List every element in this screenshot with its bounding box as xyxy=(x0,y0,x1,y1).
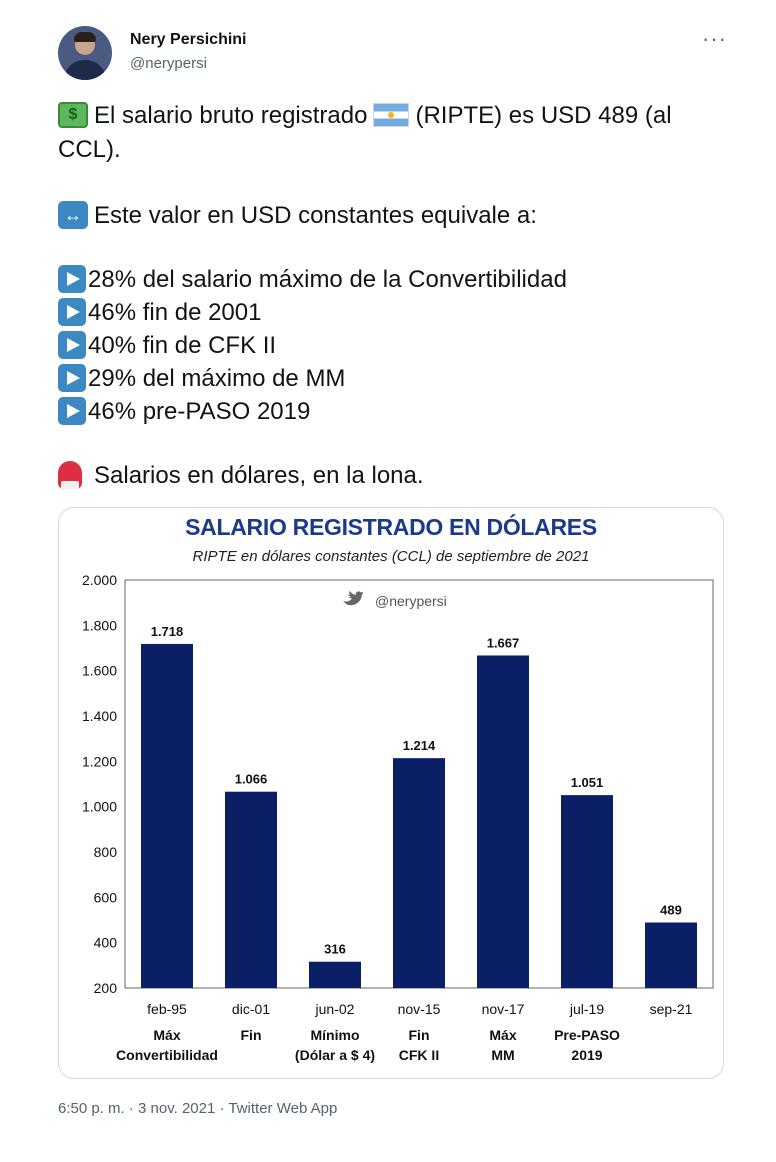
bullet-1: 28% del salario máximo de la Convertibil… xyxy=(58,264,567,296)
category-note: CFK II xyxy=(399,1047,439,1063)
y-tick-label: 1.200 xyxy=(82,753,117,769)
chart-title: SALARIO REGISTRADO EN DÓLARES xyxy=(185,514,597,540)
play-button-icon xyxy=(58,297,86,326)
category-note: Mínimo xyxy=(311,1027,360,1043)
bar xyxy=(225,791,277,988)
y-tick-label: 1.600 xyxy=(82,663,117,679)
y-tick-label: 2.000 xyxy=(82,572,117,588)
play-button-icon xyxy=(58,363,86,392)
x-tick-label: dic-01 xyxy=(232,1001,270,1017)
author-handle[interactable]: @nerypersi xyxy=(130,55,207,72)
bullet-5: 46% pre-PASO 2019 xyxy=(58,396,310,428)
data-label: 489 xyxy=(660,902,682,917)
play-button-icon xyxy=(58,330,86,359)
bullet-text: 46% fin de 2001 xyxy=(88,299,262,326)
category-note: (Dólar a $ 4) xyxy=(295,1047,375,1063)
tweet-closing: Salarios en dólares, en la lona. xyxy=(58,460,424,492)
watermark-text: @nerypersi xyxy=(375,593,447,609)
argentina-flag-icon xyxy=(373,102,410,127)
chart-image[interactable]: SALARIO REGISTRADO EN DÓLARES RIPTE en d… xyxy=(58,507,724,1079)
bar xyxy=(141,643,193,988)
bullet-text: 40% fin de CFK II xyxy=(88,332,277,359)
bullet-3: 40% fin de CFK II xyxy=(58,330,276,362)
x-tick-label: jul-19 xyxy=(569,1001,604,1017)
tweet-text-1b: (RIPTE) es USD 489 (al xyxy=(415,102,672,129)
more-options-icon[interactable]: ··· xyxy=(702,26,727,51)
bar xyxy=(645,922,697,988)
data-label: 1.214 xyxy=(403,738,436,753)
bullet-text: 29% del máximo de MM xyxy=(88,365,346,392)
boxing-glove-icon xyxy=(58,460,82,489)
bar xyxy=(477,655,529,988)
tweet-text-1a: El salario bruto registrado xyxy=(94,102,368,129)
category-note: Convertibilidad xyxy=(116,1047,218,1063)
play-button-icon xyxy=(58,396,86,425)
author-name[interactable]: Nery Persichini xyxy=(130,31,247,48)
category-note: Fin xyxy=(409,1027,430,1043)
data-label: 1.667 xyxy=(487,635,520,650)
y-tick-label: 1.000 xyxy=(82,799,117,815)
watermark: @nerypersi xyxy=(343,591,447,609)
bar xyxy=(561,795,613,988)
category-note: MM xyxy=(491,1047,514,1063)
tweet-line-2: CCL). xyxy=(58,136,121,163)
play-button-icon xyxy=(58,264,86,293)
bullet-text: 46% pre-PASO 2019 xyxy=(88,398,311,425)
y-tick-label: 1.400 xyxy=(82,708,117,724)
data-label: 1.066 xyxy=(235,772,268,787)
data-label: 316 xyxy=(324,942,346,957)
category-note: Máx xyxy=(489,1027,516,1043)
y-tick-label: 1.800 xyxy=(82,617,117,633)
bullet-text: 28% del salario máximo de la Convertibil… xyxy=(88,266,567,293)
data-label: 1.051 xyxy=(571,775,604,790)
category-note: Pre-PASO xyxy=(554,1027,620,1043)
x-tick-label: nov-15 xyxy=(398,1001,441,1017)
tweet-line-1: $ El salario bruto registrado (RIPTE) es U… xyxy=(58,100,672,132)
tweet-closing-text: Salarios en dólares, en la lona. xyxy=(94,462,424,489)
x-tick-label: sep-21 xyxy=(650,1001,693,1017)
left-right-arrow-icon: ↔ xyxy=(58,200,88,229)
category-note: 2019 xyxy=(571,1047,602,1063)
bar xyxy=(309,961,361,988)
bullet-4: 29% del máximo de MM xyxy=(58,363,345,395)
y-tick-label: 800 xyxy=(94,844,118,860)
x-tick-label: feb-95 xyxy=(147,1001,187,1017)
avatar[interactable] xyxy=(58,26,112,80)
bar xyxy=(393,758,445,988)
chart-subtitle: RIPTE en dólares constantes (CCL) de sep… xyxy=(192,548,590,565)
category-note: Fin xyxy=(241,1027,262,1043)
y-tick-label: 200 xyxy=(94,980,118,996)
x-tick-label: jun-02 xyxy=(315,1001,355,1017)
twitter-bird-icon xyxy=(343,591,364,606)
tweet-line-3: ↔ Este valor en USD constantes equivale a… xyxy=(58,200,537,232)
money-bill-icon: $ xyxy=(58,101,88,128)
y-tick-label: 600 xyxy=(94,889,118,905)
category-note: Máx xyxy=(153,1027,180,1043)
data-label: 1.718 xyxy=(151,624,184,639)
tweet-timestamp[interactable]: 6:50 p. m. · 3 nov. 2021 · Twitter Web A… xyxy=(58,1100,338,1117)
bar-chart: 200 400 600 800 1.000 1.200 1.400 1.600 1.800 2.0… xyxy=(82,572,714,1063)
y-tick-label: 400 xyxy=(94,935,118,951)
x-tick-label: nov-17 xyxy=(482,1001,525,1017)
bullet-2: 46% fin de 2001 xyxy=(58,297,261,329)
tweet-text-3: Este valor en USD constantes equivale a: xyxy=(94,202,537,229)
